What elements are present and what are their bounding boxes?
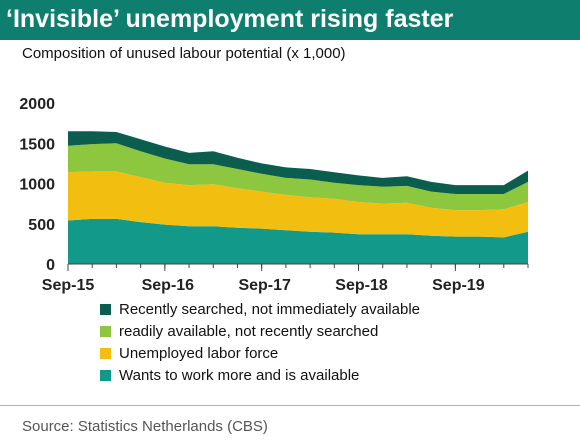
x-axis: Sep-15 Sep-16 Sep-17 Sep-18 Sep-19: [42, 263, 529, 294]
legend-swatch: [100, 347, 111, 359]
area-recently_searched: [68, 131, 528, 194]
legend-label: Recently searched, not immediately avail…: [119, 300, 420, 318]
legend: Recently searched, not immediately avail…: [100, 298, 420, 386]
chart-subtitle: Composition of unused labour potential (…: [22, 45, 346, 62]
area-series-group: [68, 131, 528, 264]
legend-swatch: [100, 303, 111, 315]
y-tick-label: 2000: [19, 96, 55, 113]
x-tick-label: Sep-15: [42, 277, 95, 294]
legend-item-unemployed: Unemployed labor force: [100, 342, 420, 364]
legend-label: Unemployed labor force: [119, 344, 279, 362]
source-note: Source: Statistics Netherlands (CBS): [22, 418, 268, 435]
x-tick-label: Sep-17: [238, 277, 291, 294]
chart-title: ‘Invisible’ unemployment rising faster: [6, 5, 454, 33]
area-readily_available: [68, 143, 528, 211]
legend-item-readily_available: readily available, not recently searched: [100, 320, 420, 342]
title-bar: ‘Invisible’ unemployment rising faster: [0, 0, 580, 40]
x-tick-label: Sep-16: [142, 277, 195, 294]
legend-swatch: [100, 325, 111, 337]
legend-swatch: [100, 369, 111, 381]
x-tick-label: Sep-19: [432, 277, 485, 294]
y-tick-label: 1500: [19, 136, 55, 153]
legend-label: readily available, not recently searched: [119, 322, 379, 340]
y-axis: 0 500 1000 1500 2000: [19, 96, 55, 274]
legend-item-recently_searched: Recently searched, not immediately avail…: [100, 298, 420, 320]
y-tick-label: 0: [46, 257, 55, 274]
area-wants_more: [68, 218, 528, 264]
area-unemployed: [68, 171, 528, 238]
x-tick-label: Sep-18: [335, 277, 388, 294]
legend-item-wants_more: Wants to work more and is available: [100, 364, 420, 386]
footer-divider: [0, 405, 580, 406]
legend-label: Wants to work more and is available: [119, 366, 360, 384]
y-tick-label: 1000: [19, 177, 55, 194]
y-tick-label: 500: [28, 217, 55, 234]
